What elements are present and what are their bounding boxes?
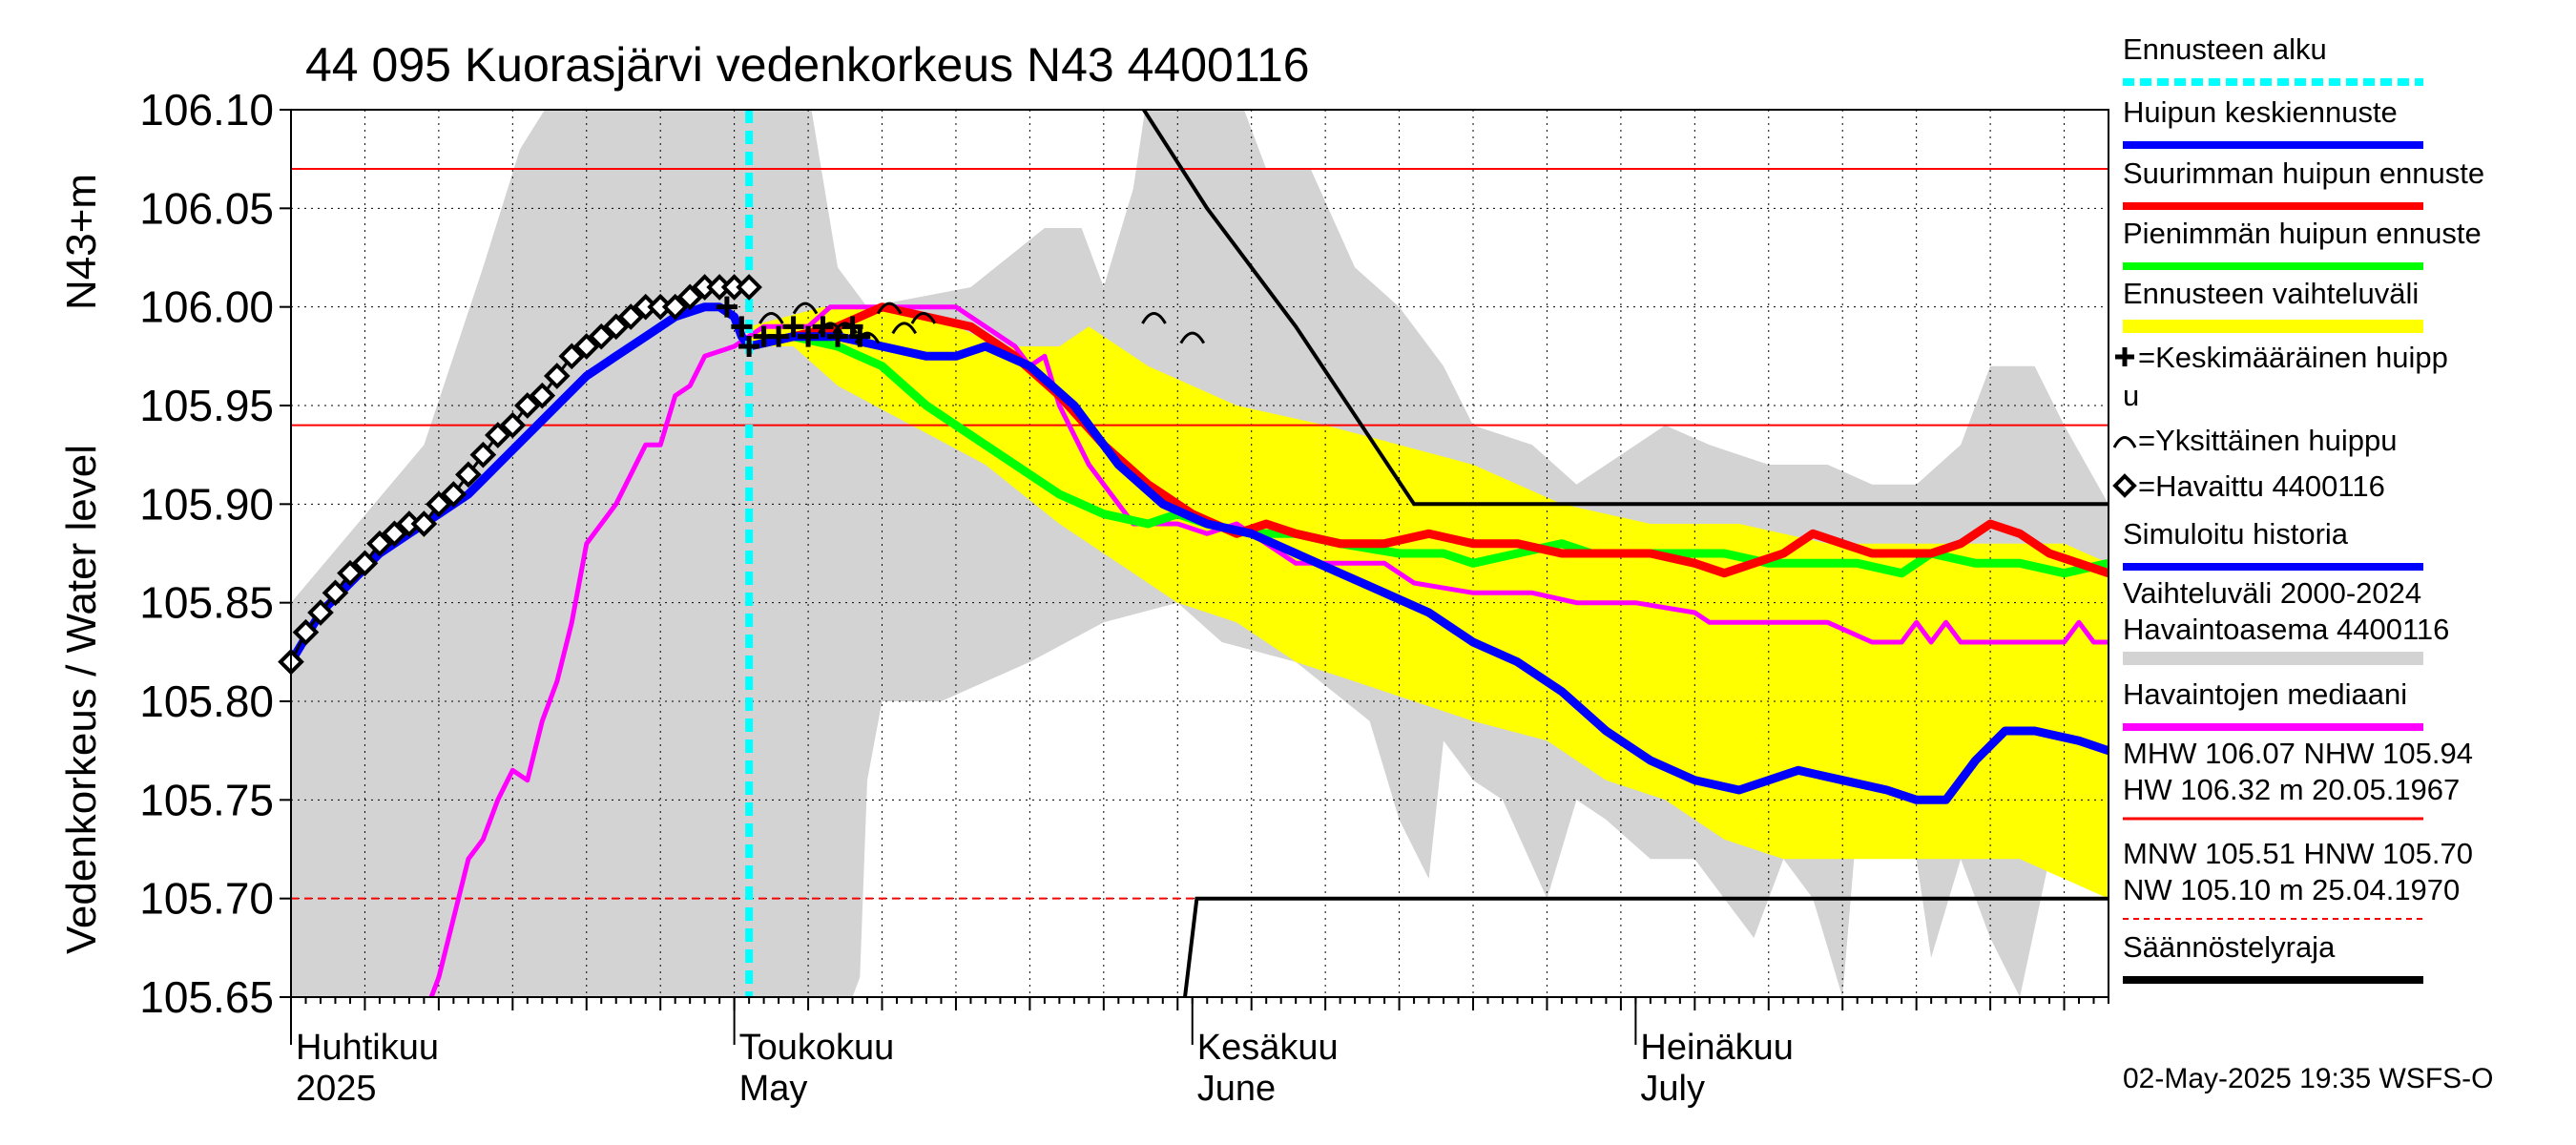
- observed-point-marker: [366, 530, 393, 557]
- legend-label: =Yksittäinen huippu: [2138, 424, 2397, 457]
- legend-symbol-individual-peak: [2112, 436, 2137, 448]
- legend-label: Ennusteen alku: [2123, 32, 2327, 66]
- observed-point-marker: [410, 510, 438, 537]
- observed-point-marker: [676, 283, 703, 311]
- mean-peak-marker: [798, 325, 820, 347]
- observed-point-marker: [426, 490, 452, 518]
- month-label-en: July: [1640, 1069, 1705, 1109]
- legend-label: =Keskimääräinen huipp: [2138, 341, 2448, 374]
- y-tick-label: 105.65: [139, 972, 274, 1022]
- regulation-limit-upper: [1141, 110, 2109, 507]
- mean-peak-marker: [716, 296, 737, 318]
- legend-label: MNW 105.51 HNW 105.70: [2123, 837, 2473, 870]
- legend-label-line2: Havaintoasema 4400116: [2123, 613, 2449, 646]
- y-axis-unit-label: N43+m: [58, 174, 105, 310]
- month-label-en: 2025: [296, 1069, 377, 1109]
- y-tick-label: 105.95: [139, 381, 274, 430]
- y-tick-label: 105.70: [139, 874, 274, 924]
- legend-label: Säännöstelyraja: [2123, 930, 2336, 964]
- series-line-3: [291, 302, 2109, 804]
- individual-peak-marker: [910, 312, 937, 324]
- individual-peak-marker: [854, 331, 881, 344]
- y-tick-label: 105.80: [139, 677, 274, 726]
- y-axis-label: Vedenkorkeus / Water level: [58, 445, 105, 954]
- individual-peak-marker: [758, 312, 784, 324]
- forecast-range-band: [749, 306, 2109, 899]
- y-tick-label: 106.10: [139, 85, 274, 135]
- observed-point-marker: [736, 274, 762, 301]
- plot-area: [278, 109, 2109, 998]
- legend-label: Pienimmän huipun ennuste: [2123, 217, 2482, 250]
- legend-label: MHW 106.07 NHW 105.94: [2123, 737, 2473, 770]
- observed-point-marker: [617, 303, 645, 330]
- legend-symbol-mean-peak: [2115, 347, 2134, 366]
- y-tick-label: 106.05: [139, 183, 274, 233]
- chart-title: 44 095 Kuorasjärvi vedenkorkeus N43 4400…: [305, 38, 1310, 92]
- regulation-limit-lower: [1183, 896, 2109, 997]
- month-label-en: May: [739, 1069, 808, 1109]
- individual-peak-marker: [1141, 312, 1167, 324]
- legend: Ennusteen alku Huipun keskiennuste Suurimm…: [2112, 32, 2484, 984]
- observed-point-marker: [307, 599, 334, 626]
- plot-frame: [290, 109, 2109, 998]
- observed-point-marker: [529, 382, 556, 409]
- month-label-fi: Kesäkuu: [1197, 1028, 1339, 1068]
- observed-point-marker: [381, 520, 408, 548]
- mean-peak-marker: [738, 336, 760, 357]
- legend-label-line2: NW 105.10 m 25.04.1970: [2123, 873, 2460, 906]
- observed-point-marker: [440, 481, 467, 508]
- individual-peak-marker: [792, 302, 819, 315]
- legend-label: =Havaittu 4400116: [2138, 469, 2385, 503]
- legend-label-line2: u: [2123, 379, 2139, 412]
- legend-label: Vaihteluväli 2000-2024: [2123, 576, 2421, 610]
- y-tick-label: 105.75: [139, 775, 274, 824]
- series-line-0: [428, 304, 2109, 997]
- mean-peak-marker: [768, 325, 790, 347]
- legend-label: Ennusteen vaihteluväli: [2123, 277, 2419, 310]
- legend-label: Huipun keskiennuste: [2123, 95, 2398, 129]
- month-label-fi: Heinäkuu: [1640, 1028, 1794, 1068]
- observed-point-marker: [292, 618, 320, 646]
- observed-point-marker: [588, 323, 615, 350]
- observed-point-marker: [499, 411, 527, 439]
- observed-point-marker: [337, 559, 364, 587]
- observed-point-marker: [543, 363, 571, 389]
- observed-point-marker: [485, 422, 511, 448]
- month-label-fi: Toukokuu: [739, 1028, 895, 1068]
- observed-point-marker: [602, 313, 630, 341]
- month-label-fi: Huhtikuu: [296, 1028, 439, 1068]
- observed-point-marker: [558, 343, 586, 370]
- individual-peak-marker: [876, 302, 903, 315]
- series-line-1: [744, 332, 2109, 578]
- observed-point-marker: [455, 461, 482, 489]
- y-tick-label: 105.90: [139, 479, 274, 529]
- legend-symbol-observed: [2112, 473, 2137, 498]
- observed-point-marker: [322, 579, 349, 607]
- mean-peak-marker: [782, 316, 804, 338]
- series-layer: [291, 110, 2109, 997]
- observed-point-marker: [513, 392, 541, 419]
- footer-timestamp: 02-May-2025 19:35 WSFS-O: [2123, 1063, 2494, 1094]
- observed-point-marker: [351, 550, 379, 577]
- legend-label: Havaintojen mediaani: [2123, 677, 2407, 711]
- individual-peak-marker: [1179, 331, 1206, 344]
- legend-label-line2: HW 106.32 m 20.05.1967: [2123, 773, 2460, 806]
- month-label-en: June: [1197, 1069, 1276, 1109]
- observed-point-marker: [469, 441, 497, 468]
- y-tick-label: 106.00: [139, 282, 274, 332]
- individual-peak-marker: [832, 322, 859, 335]
- individual-peak-marker: [818, 322, 843, 335]
- y-tick-label: 105.85: [139, 578, 274, 628]
- y-axis: 105.65 105.70 105.75 105.80 105.85 105.90 105.…: [139, 85, 291, 1022]
- observed-point-marker: [661, 293, 689, 321]
- individual-peak-marker: [891, 322, 918, 335]
- mean-peak-marker: [731, 316, 753, 338]
- legend-label: Suurimman huipun ennuste: [2123, 156, 2484, 190]
- markers-layer: [278, 274, 1206, 676]
- legend-label: Simuloitu historia: [2123, 517, 2349, 551]
- observed-point-marker: [572, 333, 600, 360]
